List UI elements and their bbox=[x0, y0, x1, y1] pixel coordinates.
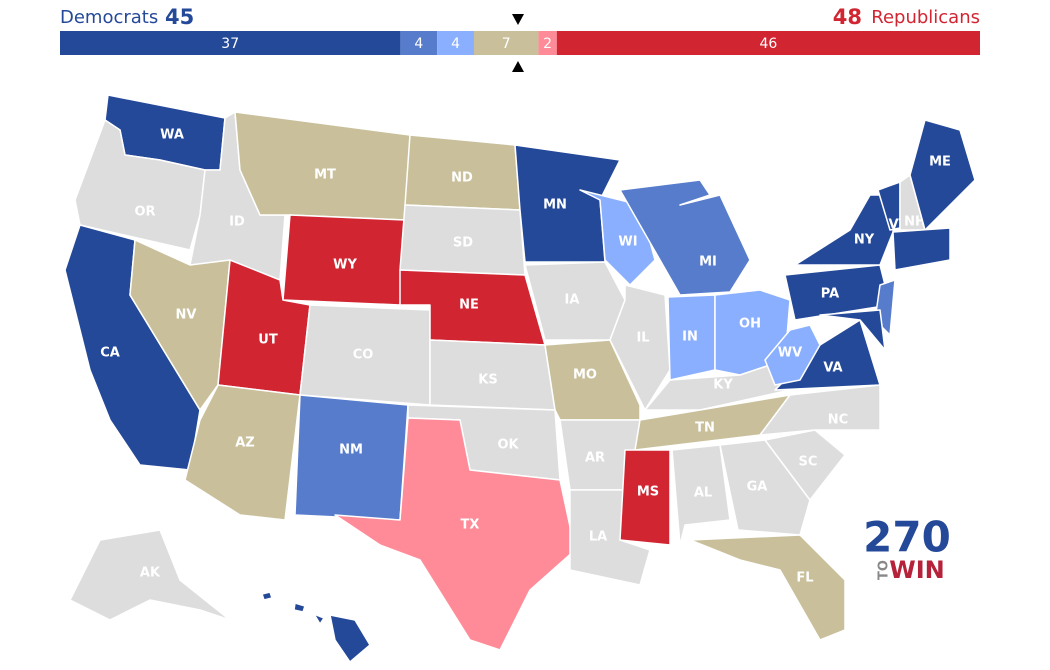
state-label: PA bbox=[821, 287, 839, 302]
state-label: LA bbox=[589, 530, 607, 545]
island bbox=[313, 613, 325, 625]
state-label: MN bbox=[543, 198, 567, 213]
bar-segment bbox=[538, 31, 557, 55]
logo-to: TO bbox=[877, 560, 892, 580]
state-label: TX bbox=[461, 518, 480, 533]
state bbox=[794, 194, 896, 266]
state bbox=[689, 534, 846, 641]
state-label: MT bbox=[314, 168, 336, 183]
state bbox=[819, 309, 886, 351]
left-label: Democrats bbox=[60, 7, 158, 28]
state-label: WI bbox=[618, 235, 637, 250]
bar-segment bbox=[400, 31, 438, 55]
state-label: KY bbox=[713, 378, 733, 393]
majority-marker-bottom bbox=[512, 61, 524, 72]
state bbox=[619, 449, 671, 546]
logo-number: 270 bbox=[863, 513, 951, 562]
state bbox=[759, 384, 881, 436]
state-label: OR bbox=[134, 205, 155, 220]
state-label: AR bbox=[585, 451, 605, 466]
state-label: WY bbox=[333, 258, 357, 273]
state bbox=[892, 227, 951, 271]
state-label: MS bbox=[637, 485, 659, 500]
state-label: SC bbox=[799, 455, 818, 470]
segment-label: 2 bbox=[543, 36, 552, 52]
state-label: ND bbox=[451, 171, 473, 186]
bar-segment bbox=[474, 31, 539, 55]
state-label: CO bbox=[353, 348, 374, 363]
state-label: WV bbox=[778, 346, 802, 361]
segment-label: 4 bbox=[414, 36, 423, 52]
state bbox=[764, 429, 846, 501]
state-label: SD bbox=[453, 236, 473, 251]
state bbox=[329, 614, 371, 663]
state-label: NE bbox=[459, 298, 479, 313]
state-label: KS bbox=[478, 373, 497, 388]
state bbox=[719, 439, 811, 536]
state-label: HI bbox=[314, 640, 330, 655]
balance-bar: 37 4 4 7 2 46 bbox=[60, 31, 980, 55]
state-label: TN bbox=[695, 421, 715, 436]
segment-label: 4 bbox=[451, 36, 460, 52]
state-label: ME bbox=[929, 155, 951, 170]
state-label: NY bbox=[854, 233, 875, 248]
bar-segment bbox=[556, 31, 980, 55]
state bbox=[619, 179, 751, 296]
state-label: ID bbox=[229, 215, 245, 230]
logo-win: WIN bbox=[889, 556, 945, 584]
state bbox=[294, 394, 409, 521]
state-label: MO bbox=[573, 368, 597, 383]
state-label: OK bbox=[497, 438, 519, 453]
segment-label: 37 bbox=[221, 36, 239, 52]
bar-segment bbox=[60, 31, 401, 55]
segment-label: 7 bbox=[502, 36, 511, 52]
left-total: 45 bbox=[165, 5, 194, 29]
state-label: IL bbox=[636, 331, 649, 346]
state-label: NM bbox=[339, 443, 363, 458]
island bbox=[293, 602, 306, 613]
state bbox=[909, 119, 976, 231]
state-label: AK bbox=[140, 566, 161, 581]
right-label: Republicans bbox=[871, 7, 980, 28]
state bbox=[671, 444, 731, 546]
island bbox=[261, 591, 273, 601]
state-label: AL bbox=[694, 486, 712, 501]
state-label: IA bbox=[565, 293, 580, 308]
state-label: AZ bbox=[235, 436, 255, 451]
state bbox=[234, 111, 411, 221]
states: WA OR CA ID NV MT WY UT AZ CO NM ND SD NE KS OK TX MN IA MO… bbox=[64, 94, 976, 663]
state-label: WA bbox=[160, 128, 184, 143]
state-label: IN bbox=[682, 330, 698, 345]
state-label: CA bbox=[100, 346, 120, 361]
state-label: MI bbox=[699, 255, 717, 270]
logo: 270 TO WIN bbox=[863, 513, 951, 585]
segment-label: 46 bbox=[759, 36, 777, 52]
right-total: 48 bbox=[833, 5, 862, 29]
state-label: FL bbox=[796, 571, 813, 586]
state-label: NV bbox=[176, 308, 197, 323]
majority-marker-top bbox=[512, 14, 524, 25]
state-label: VA bbox=[823, 361, 842, 376]
state bbox=[69, 529, 231, 621]
state-label: NH bbox=[904, 215, 926, 230]
state bbox=[764, 324, 821, 386]
state bbox=[334, 417, 576, 651]
state-label: NC bbox=[828, 413, 848, 428]
state-label: OH bbox=[739, 317, 761, 332]
state-label: GA bbox=[747, 480, 768, 495]
state-label: UT bbox=[258, 333, 278, 348]
bar-segment bbox=[437, 31, 474, 55]
